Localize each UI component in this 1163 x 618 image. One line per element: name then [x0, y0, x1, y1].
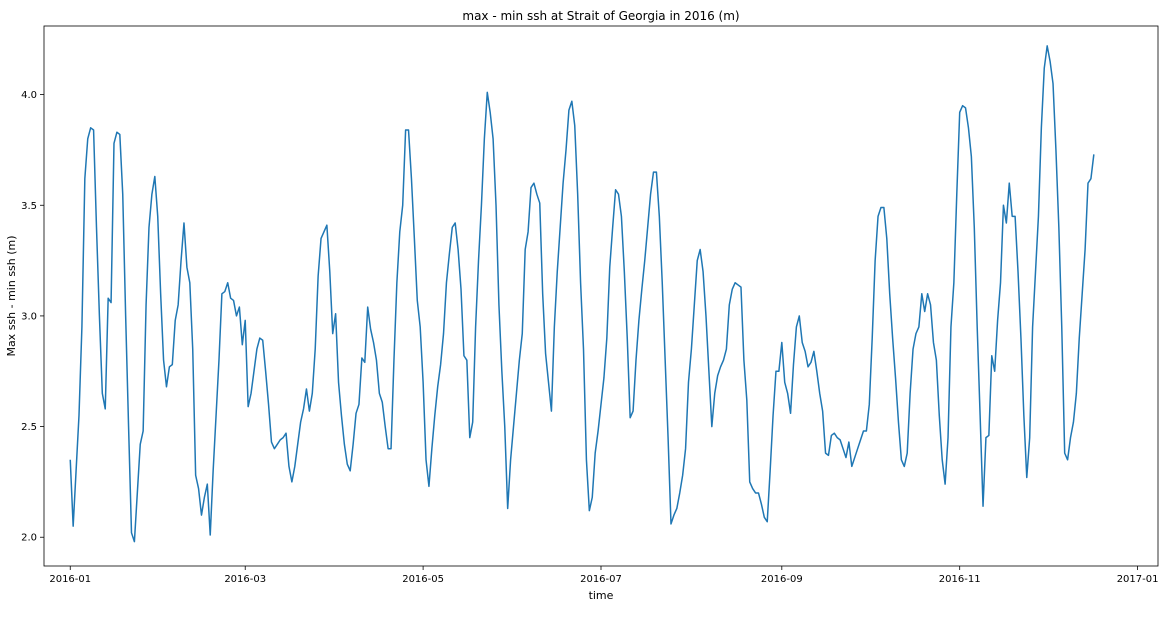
- x-tick-label: 2016-01: [49, 574, 91, 585]
- x-tick-label: 2016-11: [939, 574, 981, 585]
- x-axis: 2016-01 2016-03 2016-05 2016-07 2016-09 2016-…: [49, 566, 1158, 585]
- x-tick-label: 2016-05: [402, 574, 444, 585]
- x-tick-label: 2016-07: [580, 574, 622, 585]
- y-tick-label: 2.0: [21, 533, 37, 544]
- x-tick-label: 2017-01: [1117, 574, 1159, 585]
- series-line: [69, 45, 1095, 543]
- chart-title: max - min ssh at Strait of Georgia in 20…: [462, 9, 739, 23]
- plot-area: [43, 25, 1159, 567]
- x-tick-label: 2016-09: [761, 574, 803, 585]
- x-tick-label: 2016-03: [224, 574, 266, 585]
- series-layer: [69, 45, 1095, 543]
- y-axis-title: Max ssh - min ssh (m): [5, 235, 18, 356]
- x-axis-title: time: [589, 589, 614, 602]
- y-axis: 2.0 2.5 3.0 3.5 4.0: [21, 90, 44, 544]
- y-tick-label: 2.5: [21, 422, 37, 433]
- y-tick-label: 3.5: [21, 201, 37, 212]
- y-tick-label: 4.0: [21, 90, 37, 101]
- y-tick-label: 3.0: [21, 311, 37, 322]
